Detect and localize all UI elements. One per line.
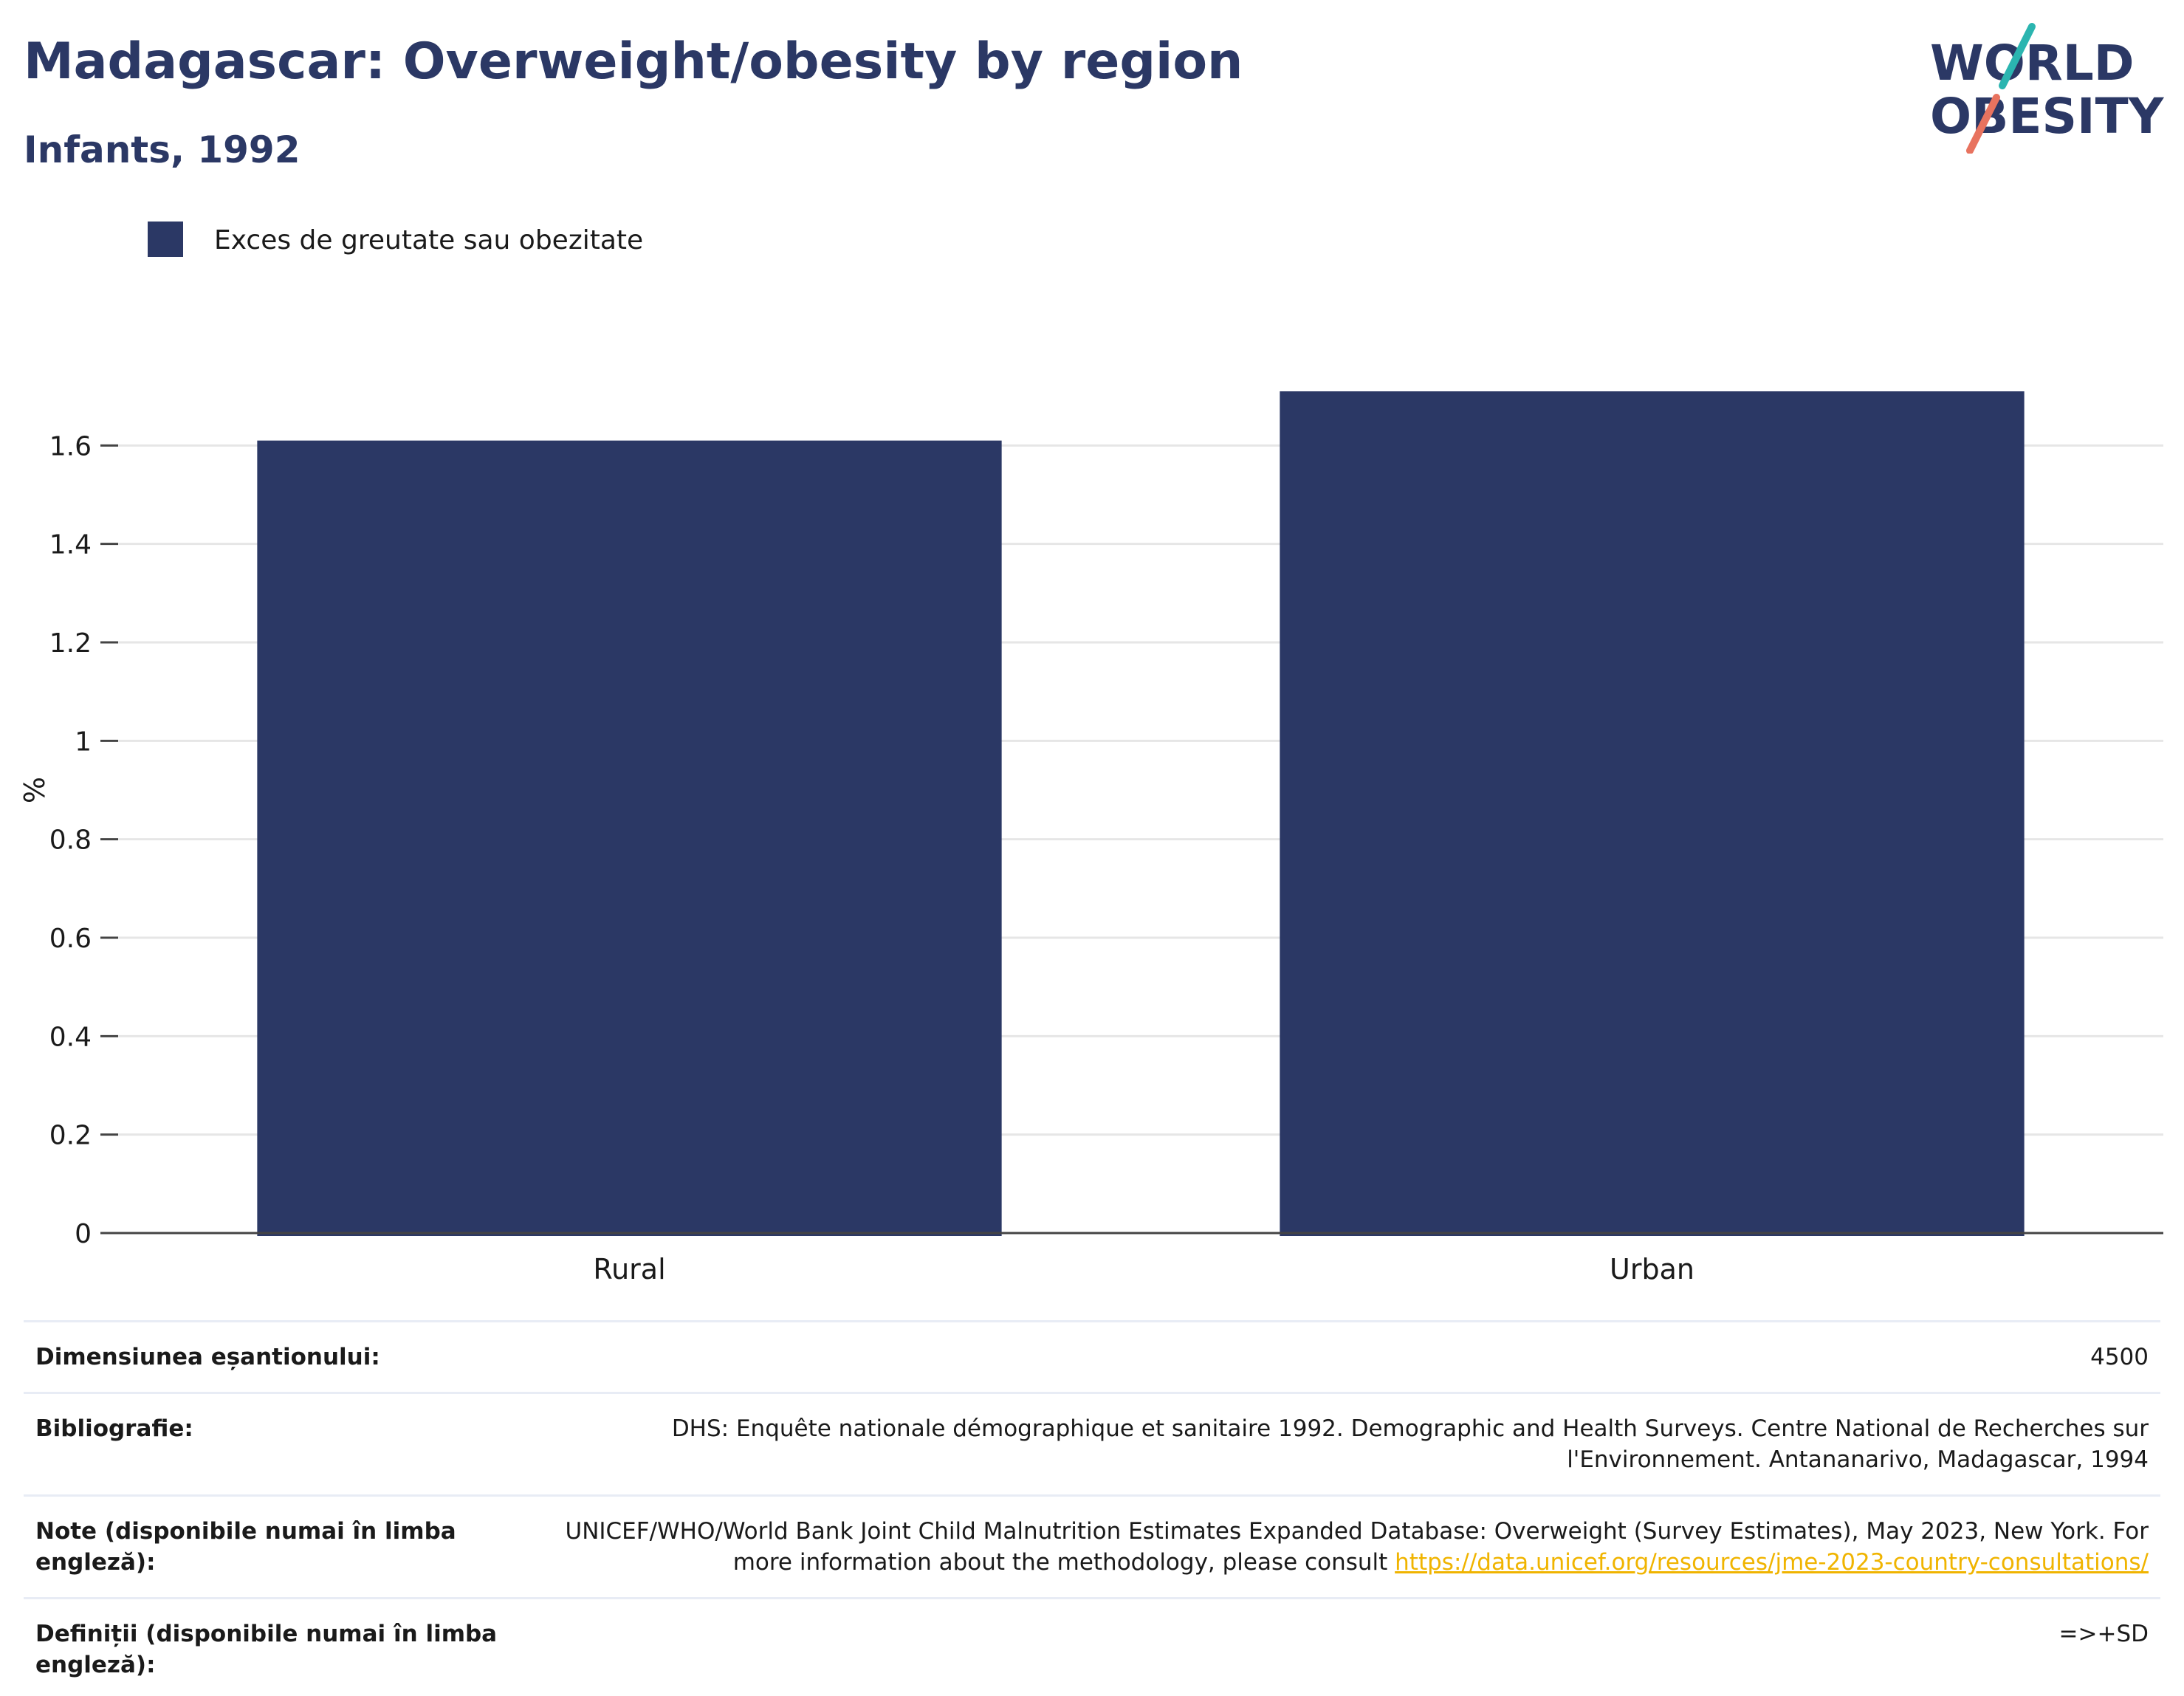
y-tick-label: 0.2 bbox=[49, 1121, 92, 1151]
bar-urban bbox=[1280, 391, 2025, 1236]
y-tick-label: 0.6 bbox=[49, 924, 92, 954]
source-table: Dimensiunea eșantionului: 4500 Bibliogra… bbox=[24, 1320, 2160, 1696]
x-tick-label: Rural bbox=[593, 1253, 665, 1285]
logo-line1: WORLD bbox=[1930, 35, 2135, 92]
bars bbox=[257, 391, 2025, 1236]
y-tick-label: 1.2 bbox=[49, 628, 92, 659]
page-title: Madagascar: Overweight/obesity by region bbox=[24, 32, 1243, 91]
bar-chart: Exces de greutate sau obezitate 00.20.40… bbox=[18, 222, 2163, 1285]
legend-label: Exces de greutate sau obezitate bbox=[214, 225, 643, 255]
notes-text: UNICEF/WHO/World Bank Joint Child Malnut… bbox=[565, 1518, 2149, 1576]
chart-legend: Exces de greutate sau obezitate bbox=[148, 222, 643, 257]
logo-teal-slash bbox=[1999, 23, 2036, 89]
sample-size-value: 4500 bbox=[2090, 1344, 2149, 1370]
definitions-value: =>+SD bbox=[2058, 1621, 2149, 1647]
bibliography-value: DHS: Enquête nationale démographique et … bbox=[671, 1415, 2149, 1473]
definitions-row: Definiții (disponibile numai în limba en… bbox=[24, 1597, 2160, 1696]
notes-label: Note (disponibile numai în limba engleză… bbox=[35, 1518, 456, 1576]
sample-size-label: Dimensiunea eșantionului: bbox=[35, 1344, 380, 1370]
y-axis-label: % bbox=[18, 777, 51, 803]
legend-swatch bbox=[148, 222, 183, 257]
logo-coral-slash bbox=[1966, 94, 2000, 154]
definitions-label: Definiții (disponibile numai în limba en… bbox=[35, 1621, 498, 1678]
sample-size-row: Dimensiunea eșantionului: 4500 bbox=[24, 1320, 2160, 1392]
y-tick-label: 1.4 bbox=[49, 530, 92, 560]
y-tick-label: 0.8 bbox=[49, 825, 92, 856]
y-tick-label: 1.6 bbox=[49, 431, 92, 461]
notes-value: UNICEF/WHO/World Bank Joint Child Malnut… bbox=[508, 1516, 2149, 1578]
bibliography-label: Bibliografie: bbox=[35, 1415, 193, 1442]
y-tick-label: 0 bbox=[75, 1219, 92, 1249]
logo-line2: OBESITY bbox=[1930, 88, 2165, 145]
x-tick-label: Urban bbox=[1610, 1253, 1694, 1285]
methodology-link[interactable]: https://data.unicef.org/resources/jme-20… bbox=[1395, 1549, 2149, 1576]
y-tick-label: 1 bbox=[75, 727, 92, 757]
x-tick-labels: Rural Urban bbox=[593, 1253, 1694, 1285]
page-subtitle: Infants, 1992 bbox=[24, 128, 301, 171]
bibliography-row: Bibliografie: DHS: Enquête nationale dém… bbox=[24, 1392, 2160, 1494]
y-tick-label: 0.4 bbox=[49, 1022, 92, 1052]
notes-row: Note (disponibile numai în limba engleză… bbox=[24, 1494, 2160, 1597]
world-obesity-logo: WORLD OBESITY bbox=[1930, 23, 2165, 154]
y-tick-labels: 0 0.2 0.4 0.6 0.8 1 1.2 1.4 1.6 bbox=[49, 431, 118, 1249]
bar-rural bbox=[257, 440, 1002, 1236]
